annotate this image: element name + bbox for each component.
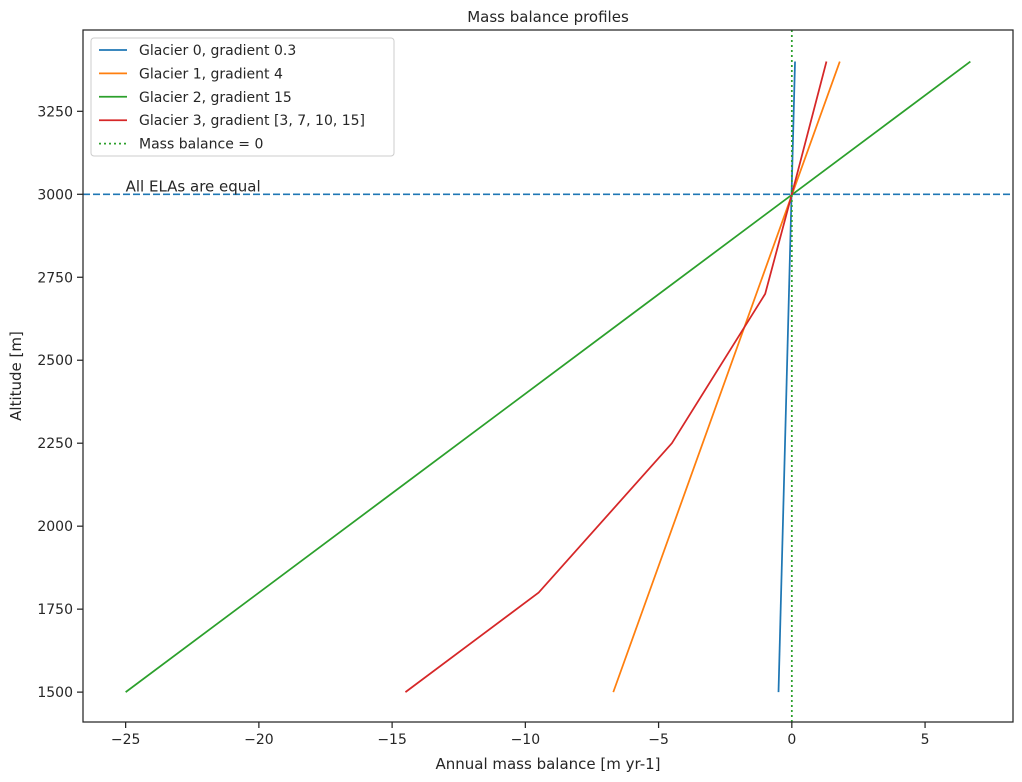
x-tick-label: 0	[787, 732, 796, 748]
legend-label: Glacier 1, gradient 4	[139, 66, 283, 82]
x-tick-label: 5	[921, 732, 930, 748]
y-tick-label: 3000	[37, 187, 73, 203]
y-tick-label: 1500	[37, 685, 73, 701]
plot-frame	[82, 29, 1014, 723]
legend-box	[90, 37, 395, 157]
series-line-glacier-2	[125, 60, 971, 693]
x-tick-label: −25	[111, 732, 141, 748]
chart-title: Mass balance profiles	[467, 8, 629, 26]
x-axis: −25 −20 −15 −10 −5 0 5	[111, 722, 930, 748]
x-tick-label: −5	[648, 732, 669, 748]
y-tick-label: 2000	[37, 519, 73, 535]
x-tick-label: −15	[377, 732, 407, 748]
y-tick-label: 2500	[37, 353, 73, 369]
x-tick-label: −20	[244, 732, 274, 748]
y-tick-label: 3250	[37, 104, 73, 120]
y-tick-label: 2750	[37, 270, 73, 286]
legend-label: Glacier 2, gradient 15	[139, 90, 292, 106]
series-line-glacier-3	[404, 61, 828, 693]
y-tick-label: 1750	[37, 602, 73, 618]
legend-label: Glacier 0, gradient 0.3	[139, 43, 296, 59]
plot-area	[82, 29, 1014, 723]
legend-label: Glacier 3, gradient [3, 7, 10, 15]	[139, 113, 365, 129]
x-axis-label: Annual mass balance [m yr-1]	[435, 755, 660, 773]
ela-annotation: All ELAs are equal	[126, 177, 261, 195]
x-tick-label: −10	[511, 732, 541, 748]
y-tick-label: 2250	[37, 436, 73, 452]
y-axis: 1500 1750 2000 2250 2500 2750 3000 3250	[37, 104, 83, 701]
series-line-glacier-1	[612, 61, 841, 693]
legend: Glacier 0, gradient 0.3 Glacier 1, gradie…	[90, 37, 395, 157]
y-axis-label: Altitude [m]	[7, 331, 25, 421]
legend-label: Mass balance = 0	[139, 137, 263, 153]
